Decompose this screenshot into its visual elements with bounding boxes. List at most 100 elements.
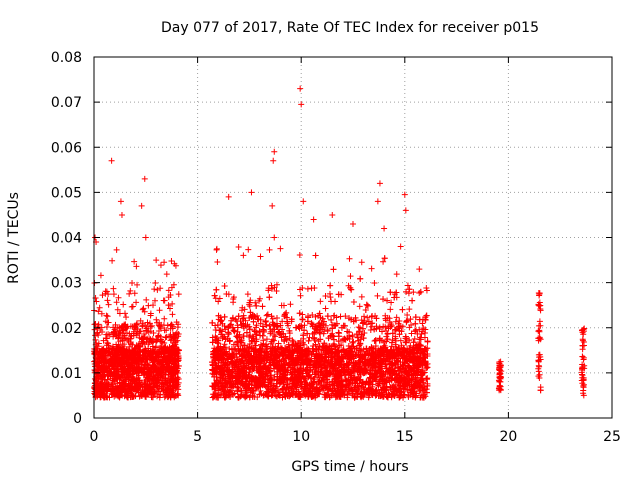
data-point: [126, 343, 133, 350]
data-point: [393, 271, 400, 278]
data-point: [165, 287, 172, 294]
data-point: [140, 368, 147, 375]
data-point: [114, 306, 121, 313]
data-point: [149, 359, 156, 366]
data-point: [142, 384, 149, 391]
data-point: [134, 365, 141, 372]
data-point: [129, 379, 136, 386]
data-point: [132, 388, 139, 395]
data-point: [97, 272, 104, 279]
data-point: [130, 347, 137, 354]
data-point: [132, 384, 139, 391]
data-point: [173, 329, 180, 336]
data-point: [304, 285, 311, 292]
data-point: [104, 340, 111, 347]
data-point: [144, 319, 151, 326]
data-point: [137, 328, 144, 335]
data-point: [146, 377, 153, 384]
data-point: [235, 244, 242, 251]
data-point: [98, 349, 105, 356]
data-point: [118, 389, 125, 396]
data-point: [131, 346, 138, 353]
data-point: [170, 382, 177, 389]
data-point: [163, 363, 170, 370]
data-point: [175, 357, 182, 364]
data-point: [358, 259, 365, 266]
data-point: [100, 392, 107, 399]
data-point: [161, 327, 168, 334]
data-point: [103, 331, 110, 338]
data-point: [134, 281, 141, 288]
data-point: [129, 371, 136, 378]
data-point: [419, 320, 426, 327]
data-point: [167, 292, 174, 299]
data-point: [173, 334, 180, 341]
data-point: [94, 355, 101, 362]
data-point: [102, 352, 109, 359]
data-point: [172, 345, 179, 352]
data-point: [96, 359, 103, 366]
data-point: [374, 292, 381, 299]
data-point: [140, 305, 147, 312]
data-point: [148, 351, 155, 358]
data-point: [110, 285, 117, 292]
data-point: [103, 312, 110, 319]
data-point: [102, 318, 109, 325]
data-point: [266, 246, 273, 253]
data-point: [138, 339, 145, 346]
data-point: [151, 374, 158, 381]
data-point: [105, 380, 112, 387]
data-point: [161, 339, 168, 346]
data-point: [296, 251, 303, 258]
data-point: [95, 340, 102, 347]
data-point: [245, 246, 252, 253]
data-point: [164, 379, 171, 386]
data-point: [144, 356, 151, 363]
data-point: [129, 394, 136, 401]
data-point: [110, 333, 117, 340]
data-point: [112, 321, 119, 328]
data-point: [117, 363, 124, 370]
data-point: [123, 368, 130, 375]
data-point: [107, 373, 114, 380]
data-point: [156, 359, 163, 366]
data-point: [317, 298, 324, 305]
data-point: [411, 335, 418, 342]
data-point: [98, 310, 105, 317]
data-point: [165, 394, 172, 401]
data-point: [423, 312, 430, 319]
data-point: [130, 332, 137, 339]
data-point: [128, 390, 135, 397]
data-point: [113, 299, 120, 306]
data-point: [93, 347, 100, 354]
data-point: [263, 312, 270, 319]
data-point: [122, 391, 129, 398]
data-point: [145, 371, 152, 378]
data-point: [95, 360, 102, 367]
data-point: [277, 245, 284, 252]
data-point: [214, 258, 221, 265]
data-point: [104, 313, 111, 320]
data-point: [160, 322, 167, 329]
data-point: [371, 280, 378, 287]
data-point: [127, 287, 134, 294]
data-point: [135, 381, 142, 388]
data-point: [133, 299, 140, 306]
data-point: [116, 373, 123, 380]
data-point: [103, 335, 110, 342]
data-point: [162, 334, 169, 341]
data-point: [167, 322, 174, 329]
data-point: [169, 300, 176, 307]
data-point: [121, 321, 128, 328]
data-point: [128, 351, 135, 358]
data-point: [346, 255, 353, 262]
data-point: [171, 260, 178, 267]
data-point: [171, 358, 178, 365]
data-point: [218, 317, 225, 324]
data-point: [95, 308, 102, 315]
data-point: [115, 347, 122, 354]
data-point: [410, 289, 417, 296]
data-point: [139, 320, 146, 327]
data-point: [166, 305, 173, 312]
data-point: [105, 319, 112, 326]
